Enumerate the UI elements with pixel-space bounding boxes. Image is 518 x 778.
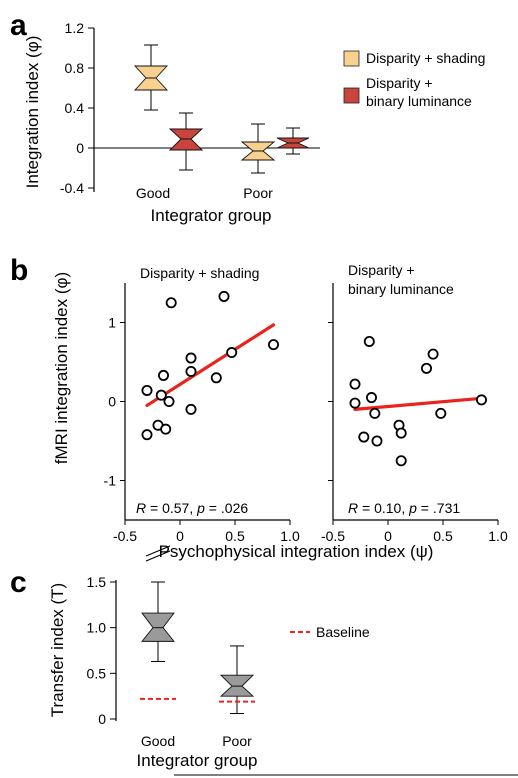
panel-b-right-fit-line [353,396,484,411]
panel-b-y-tick-label: -1 [104,473,117,489]
panel-c-category-good: Good [141,733,175,749]
panel-b-left-point [160,423,172,435]
panel-a-y-tick-label: 0 [76,140,84,156]
panel-b-left-x-tick-label: 0.5 [225,528,245,544]
panel-b-left-point [210,372,222,384]
panel-b-right-point [369,407,381,419]
panel-a-category-good: Good [136,185,170,201]
axis-break-mark [145,545,171,557]
panel-c: c 1.51.00.50 Good Poor Integrator group … [10,545,518,776]
legend-baseline-label: Baseline [316,624,370,640]
panel-c-letter: c [10,566,27,599]
panel-b-left-point [155,389,167,401]
panel-a-category-poor: Poor [243,185,273,201]
panel-c-y-tick-label: 1.5 [87,574,107,590]
panel-b-right-point [349,378,361,390]
panel-b-right-x-tick-label: 1.0 [488,528,508,544]
panel-b-right-point [371,435,383,447]
panel-b-left-point [157,369,169,381]
panel-a-y-tick-label: 0.8 [65,60,85,76]
panel-b-left-fit-line [145,323,276,408]
panel-b-right-stats: R = 0.10, p = .731 [348,500,460,516]
panel-b: b fMRI integration index (φ) Psychophysi… [10,254,508,561]
panel-a-legend: Disparity + shading Disparity + binary l… [343,50,485,109]
panel-c-x-label: Integrator group [137,751,258,770]
panel-b-y-tick-label: 1 [108,315,116,331]
panel-b-left-point [141,429,153,441]
panel-b-left-axes: 1 0 -1 -0.5 0 0.5 1.0 [104,283,300,544]
legend-swatch-shading [343,50,360,67]
panel-a: a 1.2 0.8 0.4 0 -0.4 Good Poor Integrator gr… [10,9,485,225]
panel-b-right-point [365,392,377,404]
legend-label-binary-line1: Disparity + [366,75,433,91]
panel-b-x-label: Psychophysical integration index (ψ) [159,542,434,561]
panel-b-right-point [358,431,370,443]
panel-b-left-point [141,384,153,396]
legend-label-shading: Disparity + shading [366,50,485,66]
panel-b-left-point [185,403,197,415]
panel-b-left-stats: R = 0.57, p = .026 [136,500,248,516]
panel-c-y-tick-label: 1.0 [87,620,107,636]
panel-b-left-x-tick-label: -0.5 [113,528,137,544]
panel-c-y-tick-label: 0 [98,711,106,727]
panel-b-right-x-tick-label: 0 [384,528,392,544]
panel-b-right-x-tick-label: 0.5 [433,528,453,544]
panel-c-category-poor: Poor [222,733,252,749]
panel-c-legend: Baseline [290,624,370,640]
panel-b-right-point [363,335,375,347]
panel-b-right-title-line1: Disparity + [348,262,415,278]
panel-b-right-point [427,348,439,360]
axis-break-mark [145,550,171,562]
panel-b-left-point [163,395,175,407]
panel-b-left-point [165,297,177,309]
panel-a-y-label: Integration index (φ) [23,36,42,189]
panel-b-right-point [435,407,447,419]
panel-a-y-tick-label: 1.2 [65,20,85,36]
panel-b-right-title-line2: binary luminance [348,281,454,297]
panel-b-left-point [267,339,279,351]
panel-b-left-r: 0.57 [162,500,189,516]
panel-b-right-point [395,427,407,439]
panel-b-letter: b [10,254,28,287]
panel-b-right-point [349,397,361,409]
panel-b-right-axes: -0.5 0 0.5 1.0 [321,283,508,544]
panel-b-left-point [185,365,197,377]
legend-swatch-binary-luminance [343,87,360,104]
panel-c-y-label: Transfer index (T) [48,583,67,717]
legend-label-binary-line2: binary luminance [366,93,472,109]
panel-a-x-label: Integrator group [151,206,272,225]
panel-b-left-point [185,352,197,364]
panel-a-letter: a [10,9,27,42]
panel-b-y-tick-label: 0 [108,394,116,410]
panel-b-right-point [475,394,487,406]
panel-c-y-tick-label: 0.5 [87,665,107,681]
panel-b-right-point [420,362,432,374]
panel-b-left-title: Disparity + shading [140,265,259,281]
panel-b-right-x-tick-label: -0.5 [321,528,345,544]
panel-b-left-x-tick-label: 1.0 [280,528,300,544]
panel-b-left-point [218,290,230,302]
panel-b-left-p: .026 [221,500,248,516]
panel-b-right-r: 0.10 [374,500,401,516]
panel-b-left-point [226,347,238,359]
panel-a-y-tick-label: 0.4 [65,100,85,116]
panel-b-right-p: .731 [433,500,460,516]
panel-b-y-label: fMRI integration index (φ) [52,272,71,464]
panel-a-y-tick-label: -0.4 [60,180,84,196]
panel-b-right-point [395,455,407,467]
panel-b-left-x-tick-label: 0 [176,528,184,544]
